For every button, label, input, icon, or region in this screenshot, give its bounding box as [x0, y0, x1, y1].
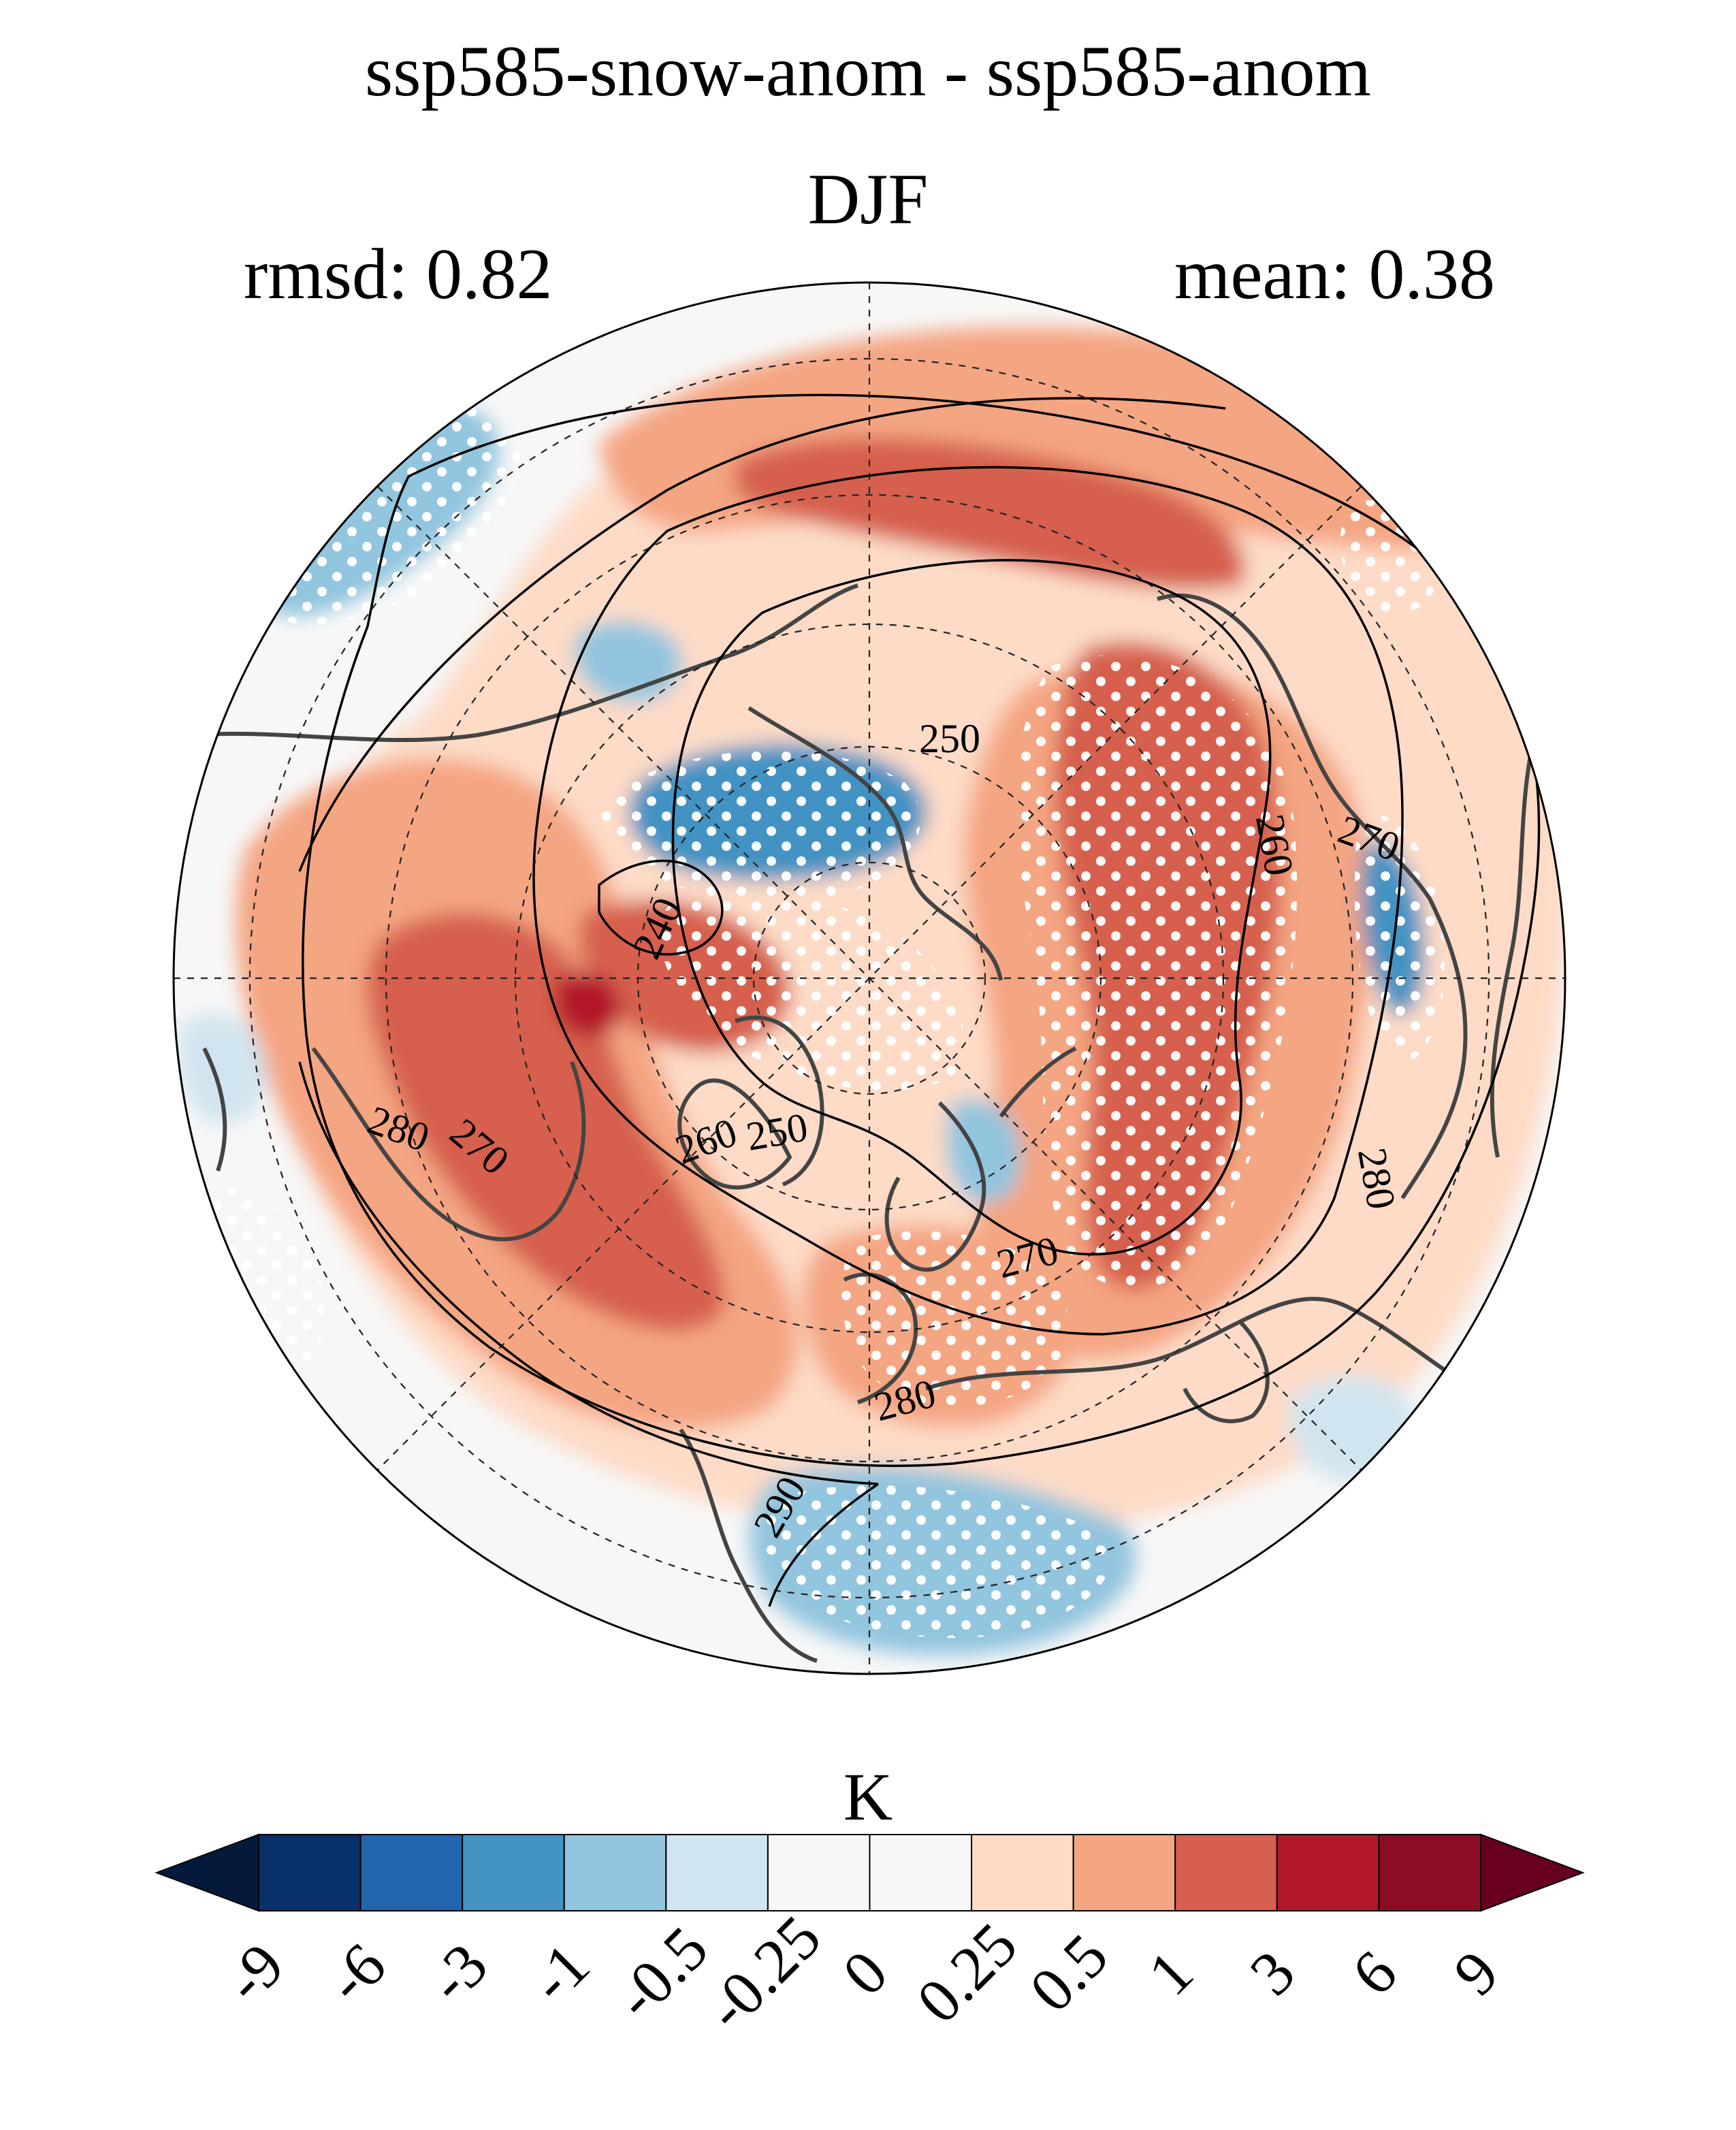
colorbar-segment: [359, 1834, 464, 1911]
contour-label: 260: [1247, 811, 1302, 879]
colorbar: -9 -6 -3 -1-0.5-0.250 0.250.5 1 3 6 9: [155, 1833, 1585, 2044]
colorbar-segment: [869, 1834, 973, 1911]
polar-map: 250 260 270 280 240 280 270 260 250 270 …: [172, 281, 1566, 1675]
colorbar-tick-label: 0: [829, 1937, 901, 2009]
colorbar-tick-label: 1: [1135, 1937, 1206, 2009]
colorbar-tick-label: -6: [312, 1930, 398, 2016]
colorbar-segment: [563, 1834, 667, 1911]
mean-label: mean: 0.38: [1174, 234, 1495, 314]
colorbar-tick-label: 0.25: [903, 1909, 1030, 2036]
colorbar-tick-label: -0.25: [692, 1902, 834, 2044]
colorbar-tick-label: -0.5: [602, 1913, 721, 2032]
season-label: DJF: [807, 159, 929, 239]
map-title: ssp585-snow-anom - ssp585-anom: [365, 31, 1371, 111]
rmsd-label: rmsd: 0.82: [244, 234, 553, 314]
colorbar-segment: [767, 1834, 871, 1911]
colorbar-segment: [665, 1834, 769, 1911]
colorbar-tick-label: -9: [211, 1930, 297, 2016]
colorbar-segment: [1072, 1834, 1176, 1911]
colorbar-tick-label: -3: [415, 1930, 500, 2016]
colorbar-extend-high: [1480, 1833, 1585, 1912]
contour-label: 250: [743, 1104, 811, 1159]
colorbar-segment: [1378, 1834, 1481, 1911]
colorbar-segment: [971, 1834, 1074, 1911]
colorbar-tick-label: 9: [1441, 1937, 1512, 2009]
contour-label: 280: [1349, 1144, 1404, 1212]
colorbar-extend-low: [155, 1833, 259, 1912]
colorbar-units: K: [843, 1759, 893, 1835]
colorbar-segment: [1276, 1834, 1380, 1911]
colorbar-tick-label: 0.5: [1016, 1920, 1121, 2024]
anomaly-field: 250 260 270 280 240 280 270 260 250 270 …: [174, 283, 1565, 1674]
contour-label: 250: [919, 716, 980, 761]
colorbar-segment: [462, 1834, 565, 1911]
colorbar-tick-label: 6: [1338, 1937, 1410, 2009]
colorbar-tick-label: 3: [1237, 1937, 1308, 2009]
colorbar-segment: [1174, 1834, 1278, 1911]
colorbar-segment: [258, 1834, 361, 1911]
colorbar-tick-label: -1: [517, 1930, 602, 2016]
